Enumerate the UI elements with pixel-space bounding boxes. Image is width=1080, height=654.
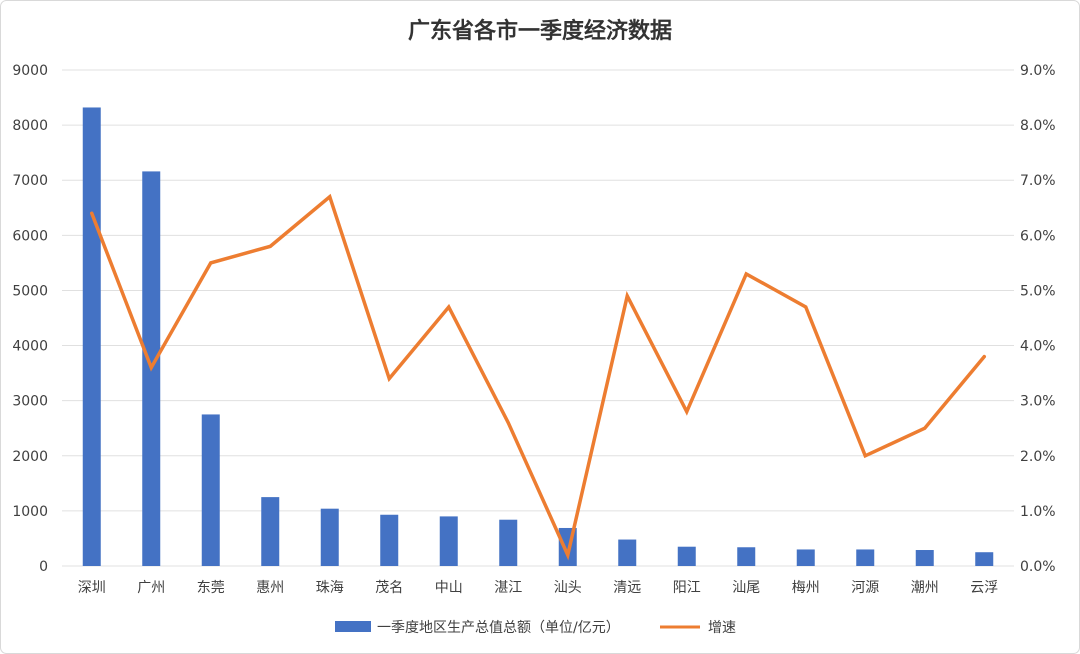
category-label: 潮州 <box>911 580 939 596</box>
category-label: 清远 <box>613 580 641 596</box>
legend: 一季度地区生产总值总额（单位/亿元） 增速 <box>335 620 736 636</box>
line-point <box>506 421 510 425</box>
growth-line <box>90 193 986 561</box>
category-label: 河源 <box>851 580 879 596</box>
line-point <box>209 261 213 265</box>
category-label: 湛江 <box>494 580 522 596</box>
line-point <box>982 355 986 359</box>
line-series <box>90 193 986 561</box>
category-label: 东莞 <box>197 580 225 596</box>
right-tick-label: 6.0% <box>1020 228 1056 244</box>
bar <box>261 497 280 566</box>
left-tick-label: 6000 <box>12 228 48 244</box>
gridlines <box>62 69 1014 567</box>
bar <box>201 414 220 566</box>
category-label: 珠海 <box>316 580 344 596</box>
line-point <box>387 377 391 381</box>
right-tick-label: 1.0% <box>1020 504 1056 520</box>
line-point <box>863 454 867 458</box>
bar <box>975 552 994 566</box>
right-tick-label: 2.0% <box>1020 449 1056 465</box>
line-point <box>328 195 332 199</box>
category-label: 云浮 <box>970 580 998 596</box>
left-axis-ticks: 0 1000 2000 3000 4000 5000 6000 7000 8000 9000 <box>12 63 48 575</box>
line-point <box>90 211 94 215</box>
category-label: 阳江 <box>673 580 701 596</box>
bar <box>915 550 934 566</box>
line-point <box>149 366 153 370</box>
category-label: 汕尾 <box>732 580 760 596</box>
bar <box>737 547 756 566</box>
line-point <box>685 410 689 414</box>
left-tick-label: 9000 <box>12 63 48 79</box>
left-tick-label: 1000 <box>12 504 48 520</box>
line-point <box>625 294 629 298</box>
legend-label-line: 增速 <box>708 620 736 636</box>
bar <box>796 549 815 566</box>
right-tick-label: 4.0% <box>1020 339 1056 355</box>
right-tick-label: 0.0% <box>1020 559 1056 575</box>
right-tick-label: 3.0% <box>1020 394 1056 410</box>
line-point <box>804 305 808 309</box>
category-label: 广州 <box>137 580 165 596</box>
chart-title: 广东省各市一季度经济数据 <box>408 18 672 44</box>
line-point <box>923 426 927 430</box>
right-tick-label: 8.0% <box>1020 118 1056 134</box>
right-tick-label: 9.0% <box>1020 63 1056 79</box>
right-tick-label: 5.0% <box>1020 283 1056 299</box>
right-tick-label: 7.0% <box>1020 173 1056 189</box>
bar <box>82 107 101 566</box>
bar <box>320 508 339 566</box>
bar <box>677 546 696 566</box>
left-tick-label: 3000 <box>12 394 48 410</box>
category-label: 汕头 <box>554 580 582 596</box>
bar <box>439 516 458 566</box>
bar <box>499 519 518 566</box>
left-tick-label: 0 <box>39 559 48 575</box>
legend-label-bar: 一季度地区生产总值总额（单位/亿元） <box>377 620 620 636</box>
category-labels: 深圳 广州 东莞 惠州 珠海 茂名 中山 湛江 汕头 清远 阳江 汕尾 梅州 河源 潮州 云浮 <box>78 579 999 596</box>
left-tick-label: 8000 <box>12 118 48 134</box>
category-label: 中山 <box>435 580 463 596</box>
left-tick-label: 2000 <box>12 449 48 465</box>
line-point <box>566 553 570 557</box>
line-point <box>744 272 748 276</box>
bar <box>618 539 637 566</box>
legend-swatch-bar <box>335 621 371 632</box>
line-point <box>268 244 272 248</box>
left-tick-label: 4000 <box>12 339 48 355</box>
line-point <box>447 305 451 309</box>
category-label: 深圳 <box>78 580 106 596</box>
category-label: 惠州 <box>256 580 284 596</box>
left-tick-label: 7000 <box>12 173 48 189</box>
category-label: 茂名 <box>375 579 403 596</box>
bar <box>856 549 875 566</box>
bar <box>380 514 399 566</box>
category-label: 梅州 <box>792 580 820 596</box>
right-axis-ticks: 0.0% 1.0% 2.0% 3.0% 4.0% 5.0% 6.0% 7.0% 8.0% 9.0% <box>1020 63 1056 575</box>
left-tick-label: 5000 <box>12 283 48 299</box>
